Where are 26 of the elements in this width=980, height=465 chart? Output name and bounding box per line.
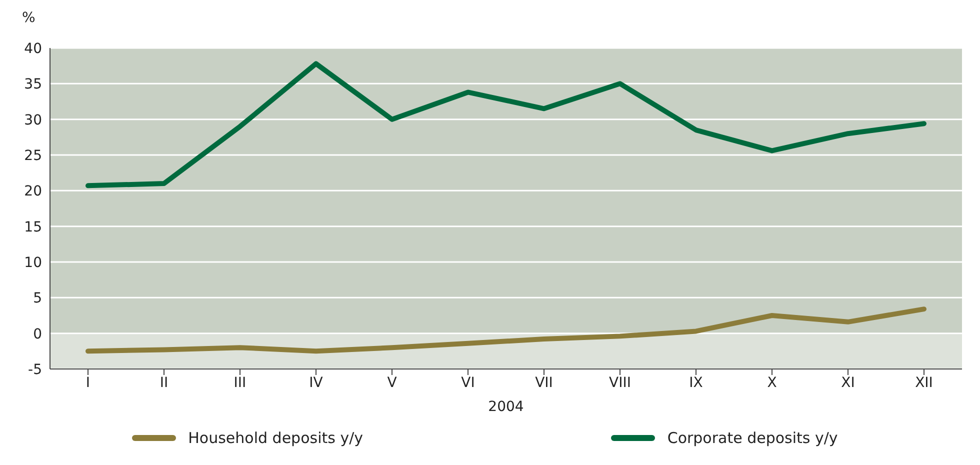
y-tick-label: 5 <box>33 290 42 307</box>
x-axis-title: 2004 <box>488 399 524 415</box>
x-tick-label: IX <box>689 374 704 391</box>
x-tick-label: IV <box>309 374 324 391</box>
x-tick-label: X <box>767 374 778 391</box>
x-tick-label: V <box>387 374 398 391</box>
x-tick-label: XII <box>915 374 933 391</box>
x-tick-label: VII <box>535 374 553 391</box>
x-tick-label: VI <box>461 374 475 391</box>
y-tick-label: 25 <box>24 148 42 164</box>
y-tick-label: 15 <box>24 219 42 236</box>
y-tick-label: 35 <box>24 76 42 93</box>
x-tick-label: VIII <box>609 374 631 391</box>
x-tick-label: III <box>234 374 246 391</box>
y-tick-label: 0 <box>33 326 42 342</box>
y-tick-label: -5 <box>28 362 42 378</box>
y-axis-title: % <box>22 10 36 26</box>
legend-label: Household deposits y/y <box>188 429 364 447</box>
x-tick-label: I <box>86 374 90 391</box>
y-tick-label: 10 <box>24 254 42 271</box>
x-tick-label: XI <box>841 374 855 391</box>
y-tick-label: 20 <box>24 184 42 200</box>
legend-label: Corporate deposits y/y <box>667 429 838 447</box>
y-tick-label: 40 <box>24 40 42 57</box>
x-tick-label: II <box>160 374 168 391</box>
y-tick-label: 30 <box>24 112 42 128</box>
